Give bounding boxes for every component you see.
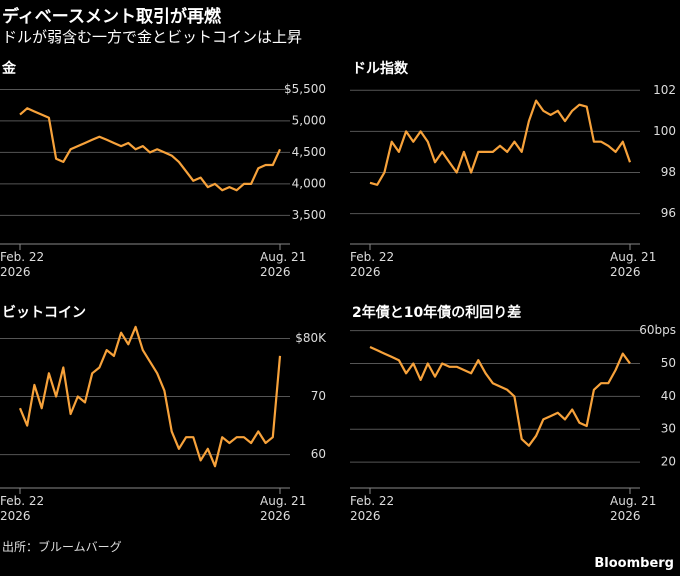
y-tick-label: 50 xyxy=(661,356,676,370)
x-tick-label: Feb. 22 2026 xyxy=(0,250,45,279)
x-tick-label: Feb. 22 2026 xyxy=(350,494,395,523)
y-tick-label: 40 xyxy=(661,389,676,403)
brand: Bloomberg xyxy=(594,556,674,571)
y-tick-label: 100 xyxy=(653,124,676,138)
y-tick-label: 4,000 xyxy=(292,176,326,190)
y-tick-label: 4,500 xyxy=(292,145,326,159)
line-series xyxy=(369,346,631,447)
line-series xyxy=(369,99,632,186)
panel-title: ドル指数 xyxy=(352,61,408,77)
y-tick-label: 70 xyxy=(311,389,326,403)
y-tick-label: 60bps xyxy=(639,323,676,337)
panel-title: ビットコイン xyxy=(2,305,86,321)
y-tick-label: $80K xyxy=(295,331,327,345)
y-tick-label: 20 xyxy=(661,455,676,469)
panel-title: 2年債と10年債の利回り差 xyxy=(352,305,522,321)
source: 出所：ブルームバーグ xyxy=(2,540,122,554)
line-series xyxy=(19,107,281,192)
y-tick-label: 60 xyxy=(311,447,326,461)
panel-title: 金 xyxy=(2,61,16,77)
y-tick-label: 30 xyxy=(661,422,676,436)
y-tick-label: 98 xyxy=(661,165,676,179)
y-tick-label: 102 xyxy=(653,83,676,97)
subtitle: ドルが弱含む一方で金とビットコインは上昇 xyxy=(2,28,303,46)
x-tick-label: Feb. 22 2026 xyxy=(0,494,45,523)
x-tick-label: Aug. 21 2026 xyxy=(610,250,657,279)
line-series xyxy=(18,325,282,468)
x-tick-label: Aug. 21 2026 xyxy=(260,250,307,279)
y-tick-label: $5,500 xyxy=(284,82,326,96)
x-tick-label: Aug. 21 2026 xyxy=(260,494,307,523)
y-tick-label: 96 xyxy=(661,206,676,220)
x-tick-label: Aug. 21 2026 xyxy=(610,494,657,523)
y-tick-label: 5,000 xyxy=(292,113,326,127)
y-tick-label: 3,500 xyxy=(292,208,326,222)
title: ディベースメント取引が再燃 xyxy=(2,7,221,27)
x-tick-label: Feb. 22 2026 xyxy=(350,250,395,279)
